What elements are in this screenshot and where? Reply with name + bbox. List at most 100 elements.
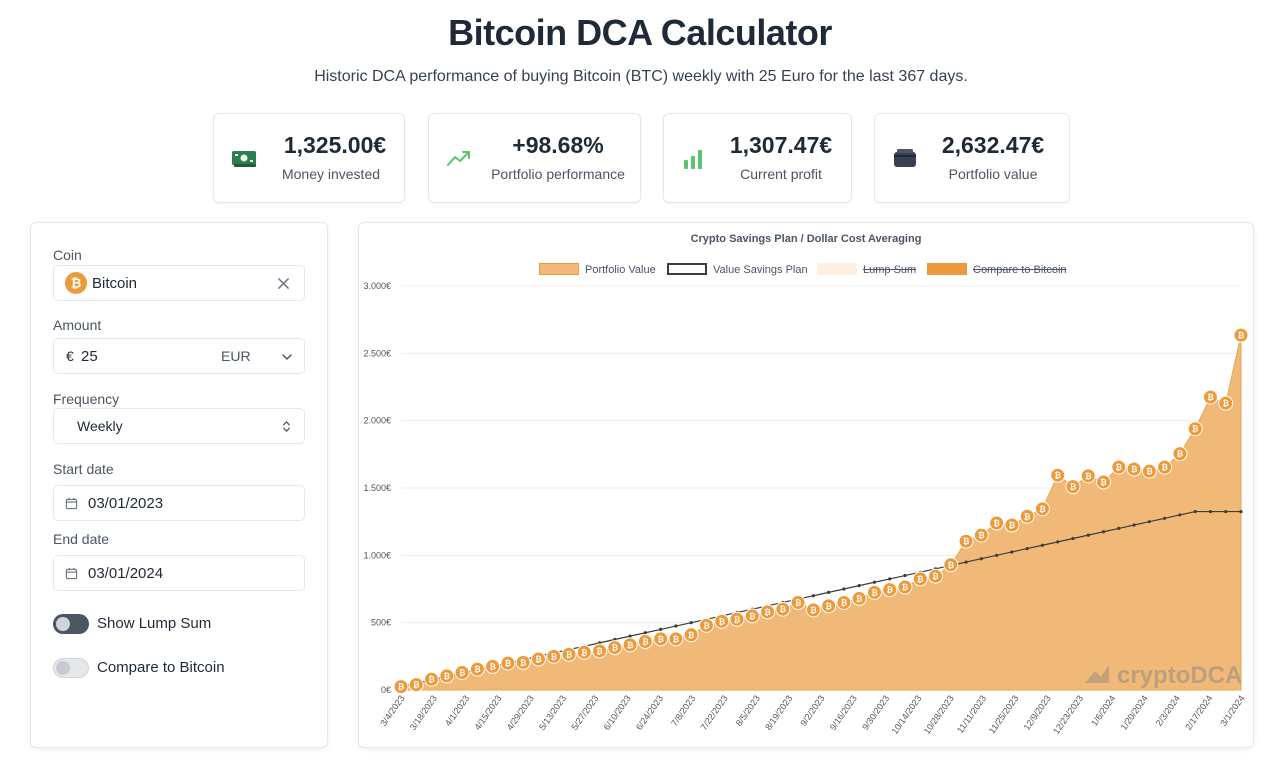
portfolio-value-point: ₿ xyxy=(760,604,776,620)
portfolio-value-point: ₿ xyxy=(1218,395,1234,411)
x-tick-label: 12/23/2023 xyxy=(1051,693,1085,736)
legend-label: Compare to Bitcoin xyxy=(973,264,1067,276)
svg-text:₿: ₿ xyxy=(398,683,405,692)
legend-value-savings-plan[interactable]: Value Savings Plan xyxy=(667,263,808,276)
portfolio-value-point: ₿ xyxy=(561,646,577,662)
svg-text:₿: ₿ xyxy=(1100,478,1107,487)
page-subtitle: Historic DCA performance of buying Bitco… xyxy=(314,68,968,85)
x-tick-label: 2/3/2024 xyxy=(1154,693,1182,727)
stat-value: 1,325.00€ xyxy=(283,132,387,158)
x-tick-label: 4/29/2023 xyxy=(505,693,536,732)
savings-plan-point xyxy=(842,587,846,591)
watermark-text: cryptoDCA xyxy=(1117,662,1242,689)
svg-text:₿: ₿ xyxy=(413,681,420,690)
savings-plan-point xyxy=(995,553,999,557)
portfolio-value-point: ₿ xyxy=(882,582,898,598)
x-tick-label: 3/18/2023 xyxy=(408,693,439,732)
portfolio-value-point: ₿ xyxy=(1111,459,1127,475)
start-date-value: 03/01/2023 xyxy=(88,495,164,512)
portfolio-value-point: ₿ xyxy=(1050,467,1066,483)
stat-label: Portfolio performance xyxy=(491,166,625,182)
amount-field[interactable]: € 25 EUR xyxy=(53,338,305,374)
savings-plan-point xyxy=(1086,533,1090,537)
savings-plan-point xyxy=(1208,509,1213,514)
svg-text:₿: ₿ xyxy=(932,572,939,581)
svg-text:₿: ₿ xyxy=(795,598,802,607)
start-date-input[interactable]: 03/01/2023 xyxy=(53,485,305,521)
svg-text:₿: ₿ xyxy=(657,635,664,644)
savings-plan-point xyxy=(1163,516,1167,520)
amount-input[interactable]: 25 xyxy=(81,348,98,365)
portfolio-value-point: ₿ xyxy=(393,679,409,695)
legend-label: Lump Sum xyxy=(863,264,917,276)
portfolio-value-point: ₿ xyxy=(1034,501,1050,517)
svg-text:₿: ₿ xyxy=(474,665,481,674)
savings-plan-point xyxy=(1239,509,1243,514)
coin-label: Coin xyxy=(53,247,82,263)
svg-text:₿: ₿ xyxy=(673,635,680,644)
savings-plan-point xyxy=(903,573,907,578)
x-tick-label: 7/22/2023 xyxy=(699,693,730,732)
svg-text:₿: ₿ xyxy=(810,606,817,615)
chevron-down-icon[interactable] xyxy=(281,351,293,363)
lump-sum-toggle[interactable] xyxy=(53,614,89,634)
stat-portfolio-performance: +98.68% Portfolio performance xyxy=(428,113,641,203)
frequency-select[interactable]: Weekly xyxy=(53,408,305,444)
savings-plan-point xyxy=(1224,509,1228,514)
toggle-knob xyxy=(56,617,70,631)
coin-select[interactable]: ₿ Bitcoin xyxy=(53,265,305,301)
x-tick-label: 4/15/2023 xyxy=(472,693,503,732)
portfolio-value-point: ₿ xyxy=(1126,461,1142,477)
x-tick-label: 5/27/2023 xyxy=(569,693,600,732)
x-tick-label: 11/11/2023 xyxy=(955,693,988,735)
stat-value: 2,632.47€ xyxy=(941,132,1045,158)
y-tick-label: 500€ xyxy=(371,618,391,628)
svg-text:₿: ₿ xyxy=(428,675,435,684)
calendar-icon xyxy=(65,497,78,510)
portfolio-value-point: ₿ xyxy=(439,668,455,684)
savings-plan-point xyxy=(1025,547,1029,551)
x-tick-label: 9/30/2023 xyxy=(860,693,891,732)
portfolio-value-point: ₿ xyxy=(592,643,608,659)
svg-text:₿: ₿ xyxy=(703,621,710,630)
portfolio-value-point: ₿ xyxy=(576,644,592,660)
svg-text:₿: ₿ xyxy=(1024,512,1031,521)
legend-swatch xyxy=(817,263,857,275)
savings-plan-point xyxy=(1010,550,1014,554)
svg-text:₿: ₿ xyxy=(1085,472,1092,481)
x-tick-label: 12/9/2023 xyxy=(1022,693,1053,732)
currency-select[interactable]: EUR xyxy=(221,348,251,364)
portfolio-value-point: ₿ xyxy=(866,584,882,600)
savings-plan-point xyxy=(689,621,693,625)
stat-current-profit: 1,307.47€ Current profit xyxy=(663,113,852,203)
savings-plan-point xyxy=(1071,536,1075,541)
svg-text:₿: ₿ xyxy=(1054,471,1061,480)
portfolio-value-point: ₿ xyxy=(897,579,913,595)
legend-portfolio-value[interactable]: Portfolio Value xyxy=(539,263,656,276)
portfolio-value-point: ₿ xyxy=(1157,459,1173,475)
clear-icon[interactable] xyxy=(277,277,290,290)
svg-text:₿: ₿ xyxy=(1222,399,1229,408)
svg-text:₿: ₿ xyxy=(1177,450,1184,459)
portfolio-value-point: ₿ xyxy=(943,557,959,573)
svg-text:₿: ₿ xyxy=(856,594,863,603)
savings-plan-point xyxy=(1178,513,1182,517)
portfolio-value-point: ₿ xyxy=(851,590,867,606)
end-date-input[interactable]: 03/01/2024 xyxy=(53,555,305,591)
portfolio-value-point: ₿ xyxy=(683,627,699,643)
chart-plot: 0€ 500€ 1.000€ 1.500€ 2.000€ 2.500€ 3.000€ cryp… xyxy=(363,281,1249,736)
legend-compare-bitcoin[interactable]: Compare to Bitcoin xyxy=(927,263,1067,276)
svg-text:₿: ₿ xyxy=(550,652,557,661)
portfolio-value-point: ₿ xyxy=(546,648,562,664)
portfolio-value-point: ₿ xyxy=(729,611,745,627)
portfolio-value-point: ₿ xyxy=(775,601,791,617)
legend-lump-sum[interactable]: Lump Sum xyxy=(817,263,916,276)
svg-text:₿: ₿ xyxy=(764,608,771,617)
svg-text:₿: ₿ xyxy=(535,655,542,664)
svg-text:₿: ₿ xyxy=(1146,467,1153,476)
svg-text:₿: ₿ xyxy=(825,602,832,611)
x-tick-label: 8/5/2023 xyxy=(734,693,762,727)
savings-plan-point xyxy=(674,624,678,628)
watermark: cryptoDCA xyxy=(1085,662,1242,689)
compare-bitcoin-toggle[interactable] xyxy=(53,658,89,678)
